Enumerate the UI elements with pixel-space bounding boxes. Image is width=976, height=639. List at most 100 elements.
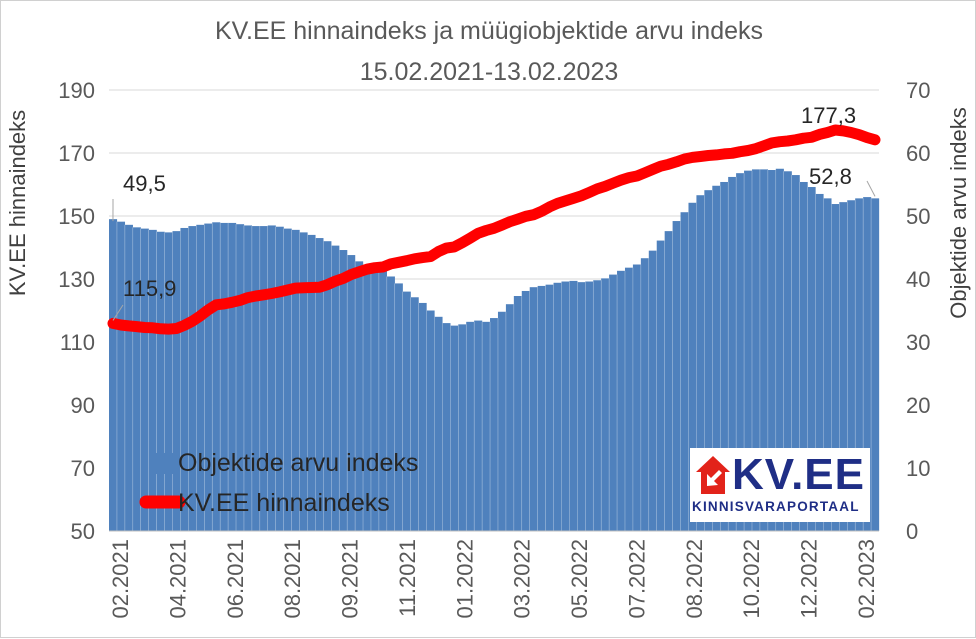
line-point <box>501 224 503 226</box>
line-point <box>715 154 717 156</box>
bar <box>419 303 427 531</box>
x-tick-label: 03.2022 <box>510 539 535 619</box>
line-point <box>731 153 733 155</box>
line-point <box>231 302 233 304</box>
line-point <box>120 324 122 326</box>
bar <box>498 312 506 531</box>
bar <box>665 231 673 531</box>
line-point <box>223 303 225 305</box>
bar <box>434 317 442 531</box>
line-point <box>374 267 376 269</box>
line-point <box>763 145 765 147</box>
bar <box>252 226 260 531</box>
logo-subtext: KINNISVARAPORTAAL <box>692 498 860 516</box>
line-point <box>469 237 471 239</box>
line-point <box>533 214 535 216</box>
right-tick-label: 20 <box>906 393 930 418</box>
bar <box>681 212 689 531</box>
line-point <box>771 142 773 144</box>
x-tick-label: 09.2021 <box>338 539 363 619</box>
line-point <box>835 129 837 131</box>
right-tick-label: 50 <box>906 204 930 229</box>
line-point <box>263 294 265 296</box>
line-point <box>596 188 598 190</box>
bar <box>569 281 577 531</box>
bar <box>244 225 252 531</box>
bar <box>561 282 569 531</box>
line-point <box>461 242 463 244</box>
x-tick-label: 02.2023 <box>854 539 879 619</box>
line-point <box>620 179 622 181</box>
line-point <box>414 258 416 260</box>
bar <box>228 223 236 531</box>
bar <box>657 241 665 531</box>
x-tick-label: 06.2021 <box>223 539 248 619</box>
line-point <box>811 136 813 138</box>
line-point <box>350 274 352 276</box>
line-point <box>454 246 456 248</box>
line-point <box>525 216 527 218</box>
bar <box>538 286 546 531</box>
line-point <box>557 203 559 205</box>
line-point <box>842 130 844 132</box>
line-point <box>215 304 217 306</box>
line-point <box>866 137 868 139</box>
line-point <box>795 139 797 141</box>
line-point <box>311 287 313 289</box>
bar <box>411 297 419 531</box>
line-point <box>787 140 789 142</box>
bar <box>577 282 585 531</box>
bar <box>871 198 879 531</box>
line-point <box>287 289 289 291</box>
line-point <box>644 172 646 174</box>
line-point <box>517 218 519 220</box>
line-point <box>565 200 567 202</box>
line-point <box>438 251 440 253</box>
line-point <box>152 327 154 329</box>
x-tick-label: 01.2022 <box>452 539 477 619</box>
bar <box>609 275 617 531</box>
line-point <box>207 309 209 311</box>
line-point <box>406 260 408 262</box>
right-tick-label: 30 <box>906 330 930 355</box>
bar <box>554 283 562 531</box>
bar <box>673 221 681 531</box>
line-point <box>779 141 781 143</box>
line-point <box>247 297 249 299</box>
bar-data-label: 49,5 <box>123 171 166 196</box>
chart-title: KV.EE hinnaindeks ja müügiobjektide arvu… <box>215 17 763 45</box>
line-point <box>271 293 273 295</box>
left-tick-label: 70 <box>71 456 95 481</box>
line-point <box>708 155 710 157</box>
line-point <box>549 206 551 208</box>
line-point <box>199 315 201 317</box>
line-point <box>358 271 360 273</box>
right-tick-label: 40 <box>906 267 930 292</box>
bar <box>109 219 117 531</box>
line-point <box>803 137 805 139</box>
bar <box>292 230 300 531</box>
line-point <box>382 266 384 268</box>
bar <box>260 226 268 531</box>
x-tick-label: 11.2021 <box>395 539 420 617</box>
line-point <box>430 256 432 258</box>
bar <box>236 224 244 531</box>
bar <box>212 222 220 531</box>
bar <box>276 227 284 531</box>
right-tick-label: 70 <box>906 78 930 103</box>
x-tick-label: 04.2021 <box>165 539 190 619</box>
left-tick-label: 190 <box>58 78 95 103</box>
line-point <box>192 320 194 322</box>
bar <box>474 321 482 531</box>
line-point <box>755 148 757 150</box>
line-point <box>723 153 725 155</box>
line-point <box>581 195 583 197</box>
line-point <box>676 161 678 163</box>
left-tick-label: 90 <box>71 393 95 418</box>
bar <box>300 232 308 531</box>
bar <box>641 258 649 531</box>
line-point <box>255 295 257 297</box>
